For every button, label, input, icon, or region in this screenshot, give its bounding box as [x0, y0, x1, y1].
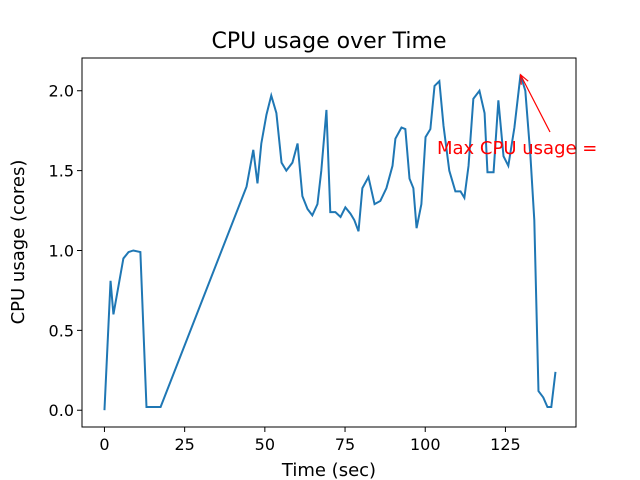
x-tick-label: 50	[255, 435, 275, 454]
line-series	[103, 74, 557, 411]
chart-title: CPU usage over Time	[212, 29, 447, 54]
x-tick-label: 25	[174, 435, 194, 454]
y-tick-label: 2.0	[49, 82, 74, 101]
plot-frame	[81, 57, 577, 428]
y-tick-label: 1.5	[49, 162, 74, 181]
x-tick-label: 0	[99, 435, 109, 454]
annotation-text: Max CPU usage =	[437, 138, 597, 159]
y-tick-label: 0.5	[49, 321, 74, 340]
annotation-arrowhead	[519, 73, 529, 85]
y-axis-label: CPU usage (cores)	[8, 160, 29, 325]
x-tick-label: 75	[335, 435, 355, 454]
x-axis-label: Time (sec)	[281, 460, 376, 480]
y-tick-label: 0.0	[49, 401, 74, 420]
x-tick-label: 125	[490, 435, 521, 454]
annotation-arrow	[519, 74, 551, 133]
y-tick-label: 1.0	[49, 241, 74, 260]
x-tick-label: 100	[410, 435, 441, 454]
